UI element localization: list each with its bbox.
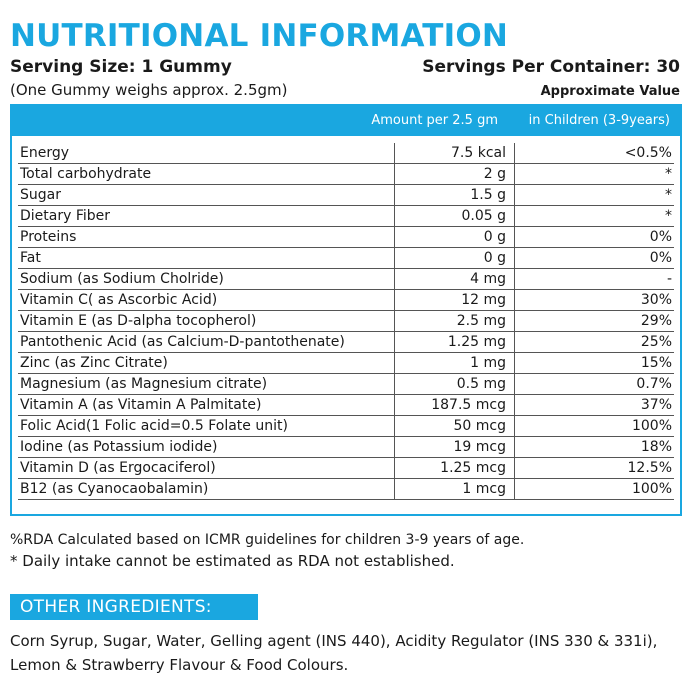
nutrient-rda: 29% (640, 313, 672, 329)
nutrient-name: Proteins (20, 229, 77, 245)
nutrient-rda: 0% (649, 250, 672, 266)
nutrient-rda: 0.7% (636, 376, 672, 392)
nutrient-rda: 30% (640, 292, 672, 308)
table-row: Iodine (as Potassium iodide) 19 mcg 18% (18, 437, 674, 458)
nutrient-amount: 4 mg (470, 271, 506, 287)
column-divider (514, 143, 515, 500)
rda-note: %RDA Calculated based on ICMR guidelines… (10, 532, 525, 548)
table-row: Magnesium (as Magnesium citrate) 0.5 mg 0.… (18, 374, 674, 395)
table-row: Dietary Fiber 0.05 g * (18, 206, 674, 227)
nutrient-rda: 37% (640, 397, 672, 413)
nutrient-rda: 0% (649, 229, 672, 245)
nutrient-amount: 2.5 mg (456, 313, 506, 329)
nutrient-rda: 18% (640, 439, 672, 455)
table-row: Pantothenic Acid (as Calcium-D-pantothen… (18, 332, 674, 353)
nutrient-name: Dietary Fiber (20, 208, 111, 224)
nutrient-name: Zinc (as Zinc Citrate) (20, 355, 168, 371)
table-row: Total carbohydrate 2 g * (18, 164, 674, 185)
table-row: Folic Acid(1 Folic acid=0.5 Folate unit)… (18, 416, 674, 437)
nutrient-rda: * (665, 166, 672, 182)
nutrient-name: Magnesium (as Magnesium citrate) (20, 376, 268, 392)
nutrient-name: Vitamin D (as Ergocaciferol) (20, 460, 216, 476)
nutrient-amount: 50 mcg (453, 418, 507, 434)
nutrient-rda: 25% (640, 334, 672, 350)
table-row: B12 (as Cyanocaobalamin) 1 mcg 100% (18, 479, 674, 500)
nutrient-amount: 1.25 mcg (440, 460, 506, 476)
table-body: Energy 7.5 kcal <0.5% Total carbohydrate 2 g… (18, 143, 674, 500)
nutrient-amount: 0 g (483, 229, 506, 245)
nutrient-amount: 7.5 kcal (451, 145, 506, 161)
nutrient-amount: 19 mcg (453, 439, 507, 455)
nutrient-name: Vitamin C( as Ascorbic Acid) (20, 292, 218, 308)
nutrient-amount: 1.25 mg (447, 334, 506, 350)
nutrient-amount: 1 mcg (462, 481, 506, 497)
table-row: Zinc (as Zinc Citrate) 1 mg 15% (18, 353, 674, 374)
nutrient-amount: 2 g (483, 166, 506, 182)
table-row: Proteins 0 g 0% (18, 227, 674, 248)
nutrient-name: Iodine (as Potassium iodide) (20, 439, 218, 455)
table-row: Vitamin D (as Ergocaciferol) 1.25 mcg 12.5… (18, 458, 674, 479)
nutrient-amount: 1.5 g (470, 187, 506, 203)
nutrition-table: Amount per 2.5 gm in Children (3-9years)… (10, 104, 682, 516)
nutrient-name: Energy (20, 145, 70, 161)
nutrient-amount: 12 mg (461, 292, 506, 308)
serving-info-row: Serving Size: 1 Gummy Servings Per Conta… (10, 56, 680, 78)
nutrient-name: Sodium (as Sodium Cholride) (20, 271, 224, 287)
nutrient-name: Pantothenic Acid (as Calcium-D-pantothen… (20, 334, 345, 350)
servings-per-container: Servings Per Container: 30 (422, 57, 680, 77)
other-ingredients-heading: OTHER INGREDIENTS: (10, 594, 258, 620)
nutrient-name: B12 (as Cyanocaobalamin) (20, 481, 209, 497)
nutrient-name: Sugar (20, 187, 61, 203)
approximate-value-label: Approximate Value (540, 84, 680, 99)
table-row: Vitamin C( as Ascorbic Acid) 12 mg 30% (18, 290, 674, 311)
gummy-weight-note: (One Gummy weighs approx. 2.5gm) (10, 81, 288, 99)
nutrient-amount: 0.05 g (461, 208, 506, 224)
table-row: Sodium (as Sodium Cholride) 4 mg - (18, 269, 674, 290)
nutrient-rda: 100% (631, 481, 672, 497)
serving-size: Serving Size: 1 Gummy (10, 57, 232, 77)
nutrient-rda: 12.5% (627, 460, 672, 476)
nutrient-amount: 0.5 mg (456, 376, 506, 392)
header-rda: in Children (3-9years) (528, 113, 670, 128)
table-row: Fat 0 g 0% (18, 248, 674, 269)
header-amount: Amount per 2.5 gm (371, 113, 498, 128)
nutrient-name: Vitamin A (as Vitamin A Palmitate) (20, 397, 262, 413)
page-title: NUTRITIONAL INFORMATION (10, 18, 509, 54)
table-row: Vitamin A (as Vitamin A Palmitate) 187.5 … (18, 395, 674, 416)
table-row: Energy 7.5 kcal <0.5% (18, 143, 674, 164)
nutrient-rda: * (665, 208, 672, 224)
nutrient-rda: - (666, 271, 672, 287)
serving-sub-row: (One Gummy weighs approx. 2.5gm) Approxi… (10, 80, 680, 102)
nutrient-rda: * (665, 187, 672, 203)
nutrient-rda: 15% (640, 355, 672, 371)
nutrient-rda: <0.5% (624, 145, 672, 161)
nutrient-amount: 187.5 mcg (431, 397, 506, 413)
ingredients-text: Corn Syrup, Sugar, Water, Gelling agent … (10, 632, 658, 674)
nutrient-name: Total carbohydrate (20, 166, 152, 182)
daily-intake-note: * Daily intake cannot be estimated as RD… (10, 552, 455, 570)
nutrient-name: Fat (20, 250, 41, 266)
nutrient-amount: 1 mg (470, 355, 506, 371)
nutrient-name: Folic Acid(1 Folic acid=0.5 Folate unit) (20, 418, 288, 434)
table-row: Vitamin E (as D-alpha tocopherol) 2.5 mg 2… (18, 311, 674, 332)
nutrient-name: Vitamin E (as D-alpha tocopherol) (20, 313, 257, 329)
table-header: Amount per 2.5 gm in Children (3-9years) (12, 106, 680, 136)
column-divider (394, 143, 395, 500)
table-row: Sugar 1.5 g * (18, 185, 674, 206)
nutrient-rda: 100% (631, 418, 672, 434)
nutrient-amount: 0 g (483, 250, 506, 266)
